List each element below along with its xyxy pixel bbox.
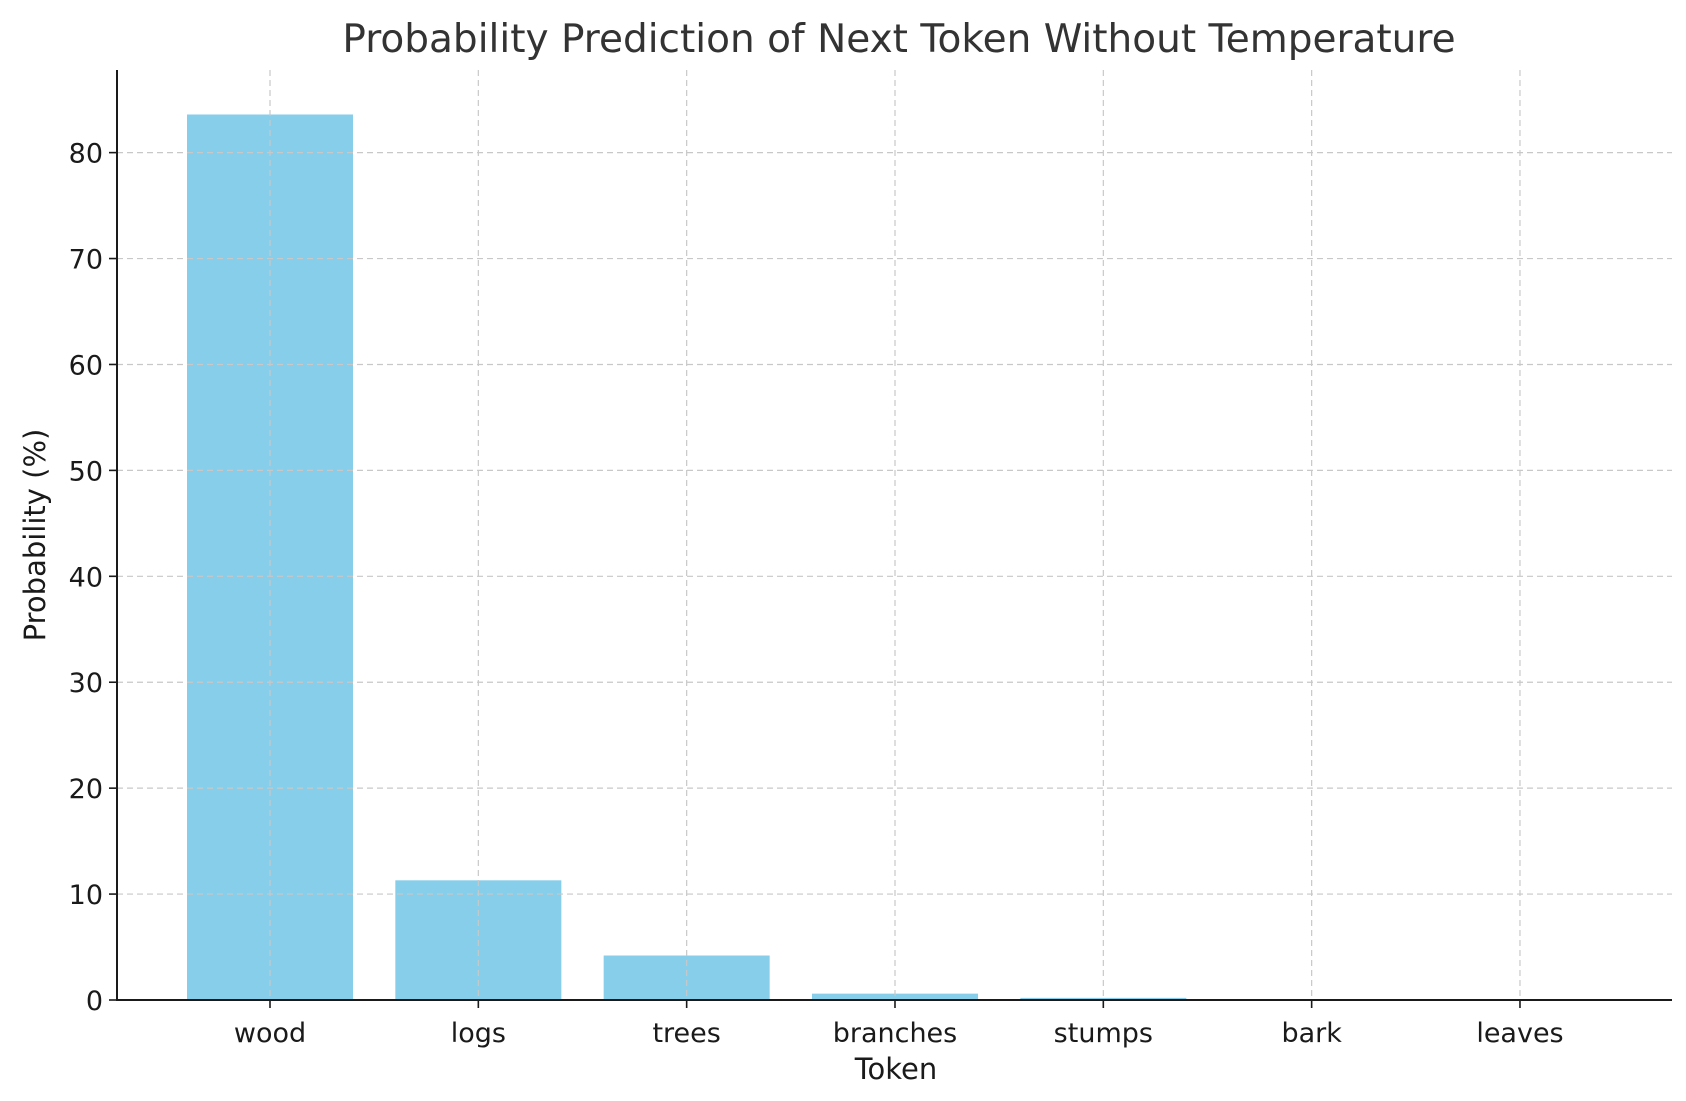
y-tick-label: 10 bbox=[69, 880, 103, 911]
y-tick-label: 60 bbox=[69, 350, 103, 381]
x-tick-label-stumps: stumps bbox=[1054, 1018, 1153, 1049]
y-tick-label: 30 bbox=[69, 668, 103, 699]
y-axis-label: Probability (%) bbox=[18, 429, 52, 642]
x-tick-label-leaves: leaves bbox=[1476, 1018, 1563, 1049]
x-axis-ticks: wood logs trees branches stumps bark leaves bbox=[234, 1000, 1564, 1049]
x-axis-label: Token bbox=[854, 1052, 938, 1086]
bar-stumps bbox=[1020, 997, 1187, 1000]
y-tick-label: 40 bbox=[69, 562, 103, 593]
vertical-gridlines bbox=[269, 70, 1521, 1000]
bar-branches bbox=[811, 993, 978, 1000]
bars bbox=[187, 114, 1603, 1000]
y-tick-label: 20 bbox=[69, 774, 103, 805]
x-tick-label-logs: logs bbox=[451, 1018, 506, 1049]
x-tick-label-bark: bark bbox=[1281, 1018, 1342, 1049]
y-tick-label: 50 bbox=[69, 456, 103, 487]
chart-title: Probability Prediction of Next Token Wit… bbox=[342, 17, 1455, 62]
x-tick-label-branches: branches bbox=[833, 1018, 958, 1049]
x-tick-label-wood: wood bbox=[234, 1018, 306, 1049]
y-tick-label: 0 bbox=[86, 986, 103, 1017]
y-tick-label: 70 bbox=[69, 245, 103, 276]
y-axis-ticks: 0 10 20 30 40 50 60 70 80 bbox=[69, 139, 117, 1017]
bar-wood bbox=[187, 114, 353, 1000]
y-tick-label: 80 bbox=[69, 139, 103, 170]
x-tick-label-trees: trees bbox=[652, 1018, 720, 1049]
